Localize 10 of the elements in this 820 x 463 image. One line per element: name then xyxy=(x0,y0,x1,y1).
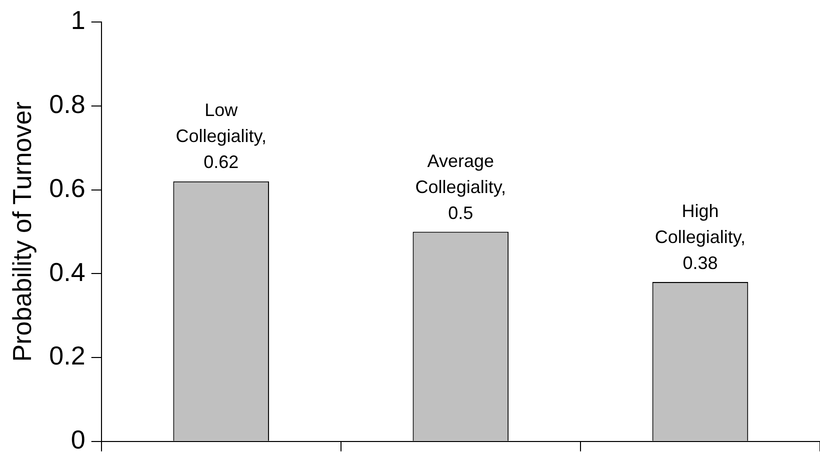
y-tick-label: 0.8 xyxy=(49,89,86,120)
y-tick-label: 0.2 xyxy=(49,340,86,371)
y-tick-label: 1 xyxy=(70,5,86,36)
y-axis-title: Probability of Turnover xyxy=(6,101,37,362)
y-tick-label: 0.4 xyxy=(49,256,86,287)
y-tick-label: 0 xyxy=(70,424,86,455)
data-label: Low Collegiality, 0.62 xyxy=(174,99,268,174)
data-label: High Collegiality, 0.38 xyxy=(654,200,747,276)
y-tick-label: 0.6 xyxy=(49,172,86,203)
data-label: Average Collegiality, 0.5 xyxy=(414,150,507,225)
